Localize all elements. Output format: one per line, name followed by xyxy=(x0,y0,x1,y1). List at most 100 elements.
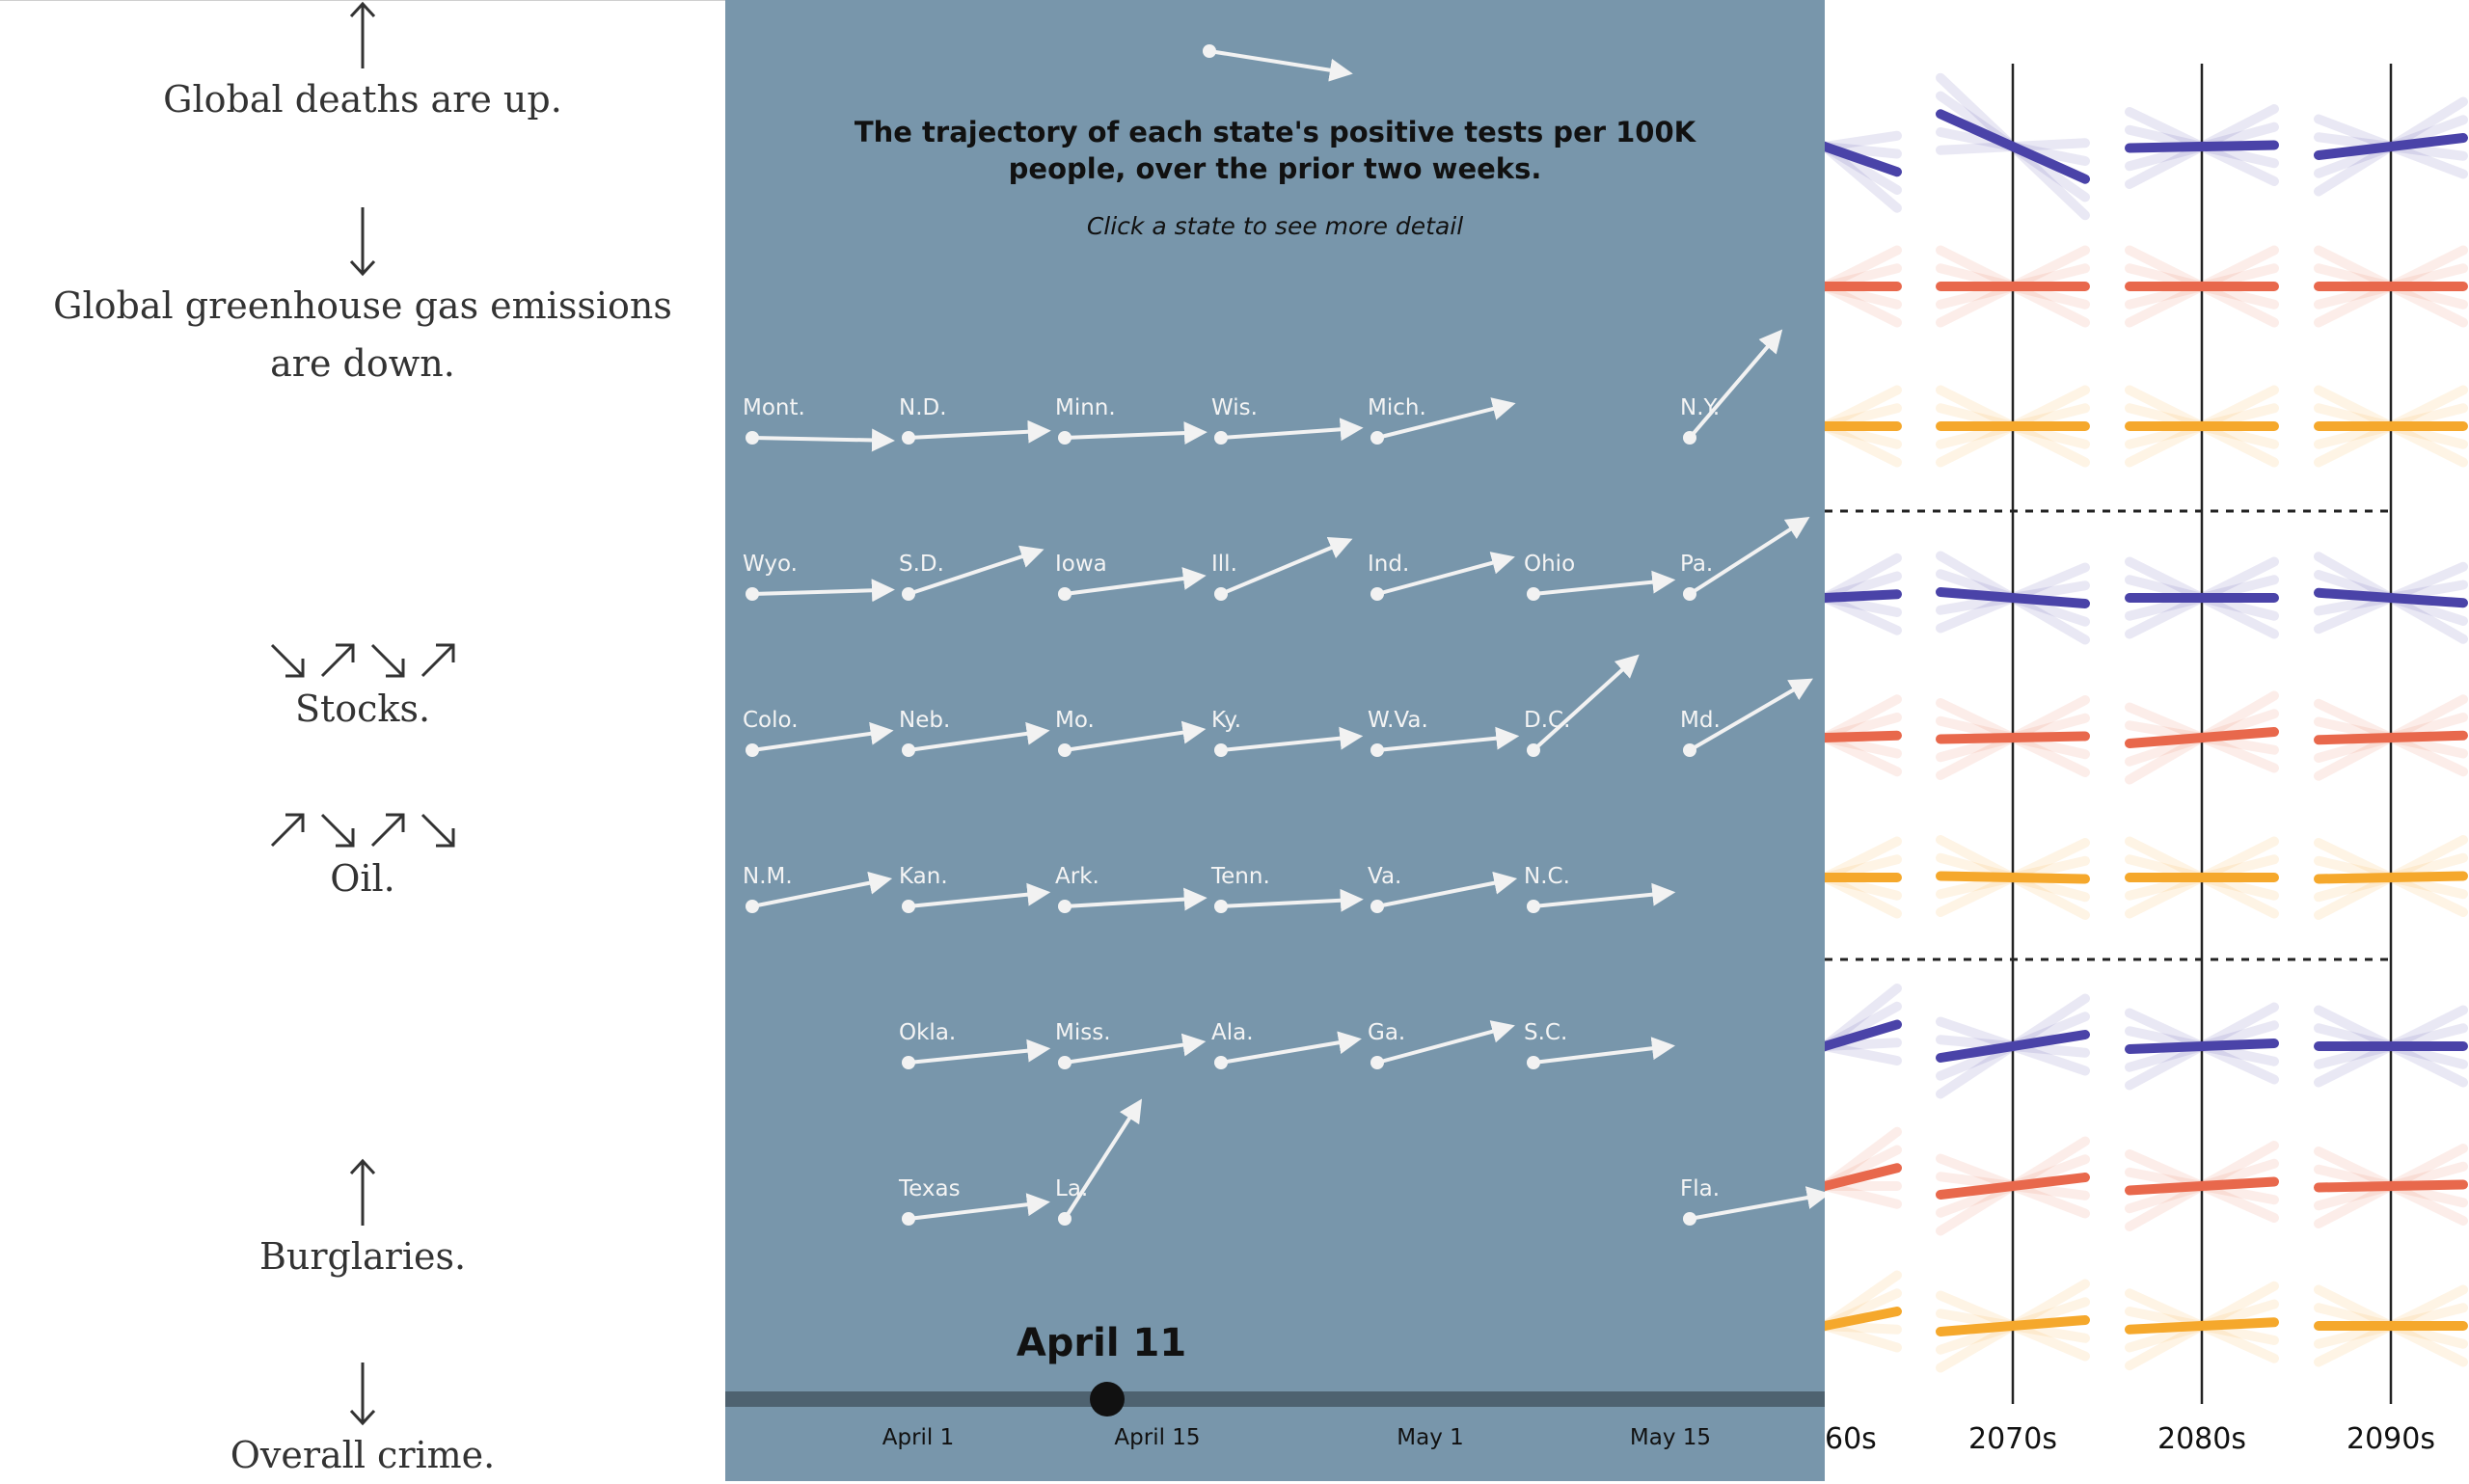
state-label: Ark. xyxy=(1055,864,1099,889)
state-label: S.D. xyxy=(899,552,944,577)
state-trajectory-arrow xyxy=(1376,1020,1515,1065)
climate-decades-panel: 60s 2070s 2080s 2090s xyxy=(1825,0,2469,1481)
state-arrow[interactable]: N.D. xyxy=(899,395,1051,445)
state-arrow[interactable]: Tenn. xyxy=(1210,864,1364,913)
trend-line xyxy=(1936,109,2090,184)
faint-trend-line xyxy=(1825,385,1902,432)
state-arrow[interactable]: Miss. xyxy=(1055,1020,1207,1069)
state-label: N.M. xyxy=(743,864,793,889)
faint-trend-line xyxy=(1825,1288,1902,1332)
up-right-arrow-icon xyxy=(320,643,355,678)
state-arrow[interactable]: Texas xyxy=(898,1176,1050,1226)
state-arrow[interactable]: Ga. xyxy=(1368,1020,1515,1069)
state-arrow[interactable]: Wyo. xyxy=(743,552,895,603)
state-arrow[interactable]: Ohio xyxy=(1524,552,1676,601)
state-arrow[interactable]: Minn. xyxy=(1055,395,1207,445)
timeline-tick-label: April 15 xyxy=(1114,1425,1201,1450)
oil-text: Oil. xyxy=(330,857,395,900)
timeline-track[interactable] xyxy=(725,1391,1825,1407)
faint-trend-line xyxy=(1825,1001,1902,1052)
state-label: Mont. xyxy=(743,395,805,420)
state-arrow[interactable]: N.C. xyxy=(1524,864,1676,913)
timeline-slider-handle[interactable] xyxy=(1090,1382,1125,1417)
state-label: N.C. xyxy=(1524,864,1570,889)
trend-line xyxy=(2125,140,2279,153)
up-right-arrow-icon xyxy=(421,643,455,678)
faint-trend-line xyxy=(1825,1320,1902,1335)
faint-trend-line xyxy=(1825,420,1902,449)
state-arrow[interactable]: Va. xyxy=(1368,864,1518,913)
state-arrow[interactable]: Kan. xyxy=(899,864,1051,913)
state-arrow[interactable]: Md. xyxy=(1680,678,1813,757)
state-arrow[interactable]: Wis. xyxy=(1211,395,1364,445)
decade-label: 2080s xyxy=(2157,1422,2246,1456)
state-arrow[interactable]: S.D. xyxy=(899,545,1045,601)
state-arrow[interactable]: Pa. xyxy=(1680,516,1810,601)
state-trajectory-arrow xyxy=(1533,570,1676,596)
faint-trend-line xyxy=(1825,263,1902,292)
state-arrow[interactable]: Neb. xyxy=(899,708,1050,757)
state-label: Kan. xyxy=(899,864,948,889)
oil-arrow-row xyxy=(0,811,725,850)
state-arrow[interactable]: W.Va. xyxy=(1368,708,1520,757)
faint-trend-line xyxy=(1825,872,1902,919)
state-trajectory-arrow xyxy=(1376,552,1515,596)
state-label: Minn. xyxy=(1055,395,1116,420)
down-arrow-icon xyxy=(349,1363,376,1426)
trend-line xyxy=(2314,871,2468,884)
state-arrow[interactable]: Ark. xyxy=(1055,864,1207,913)
down-arrow-icon xyxy=(349,207,376,277)
state-arrow[interactable]: Ill. xyxy=(1211,536,1353,601)
trend-line xyxy=(1825,589,1902,604)
state-trajectory-arrow xyxy=(908,1193,1050,1221)
state-label: Iowa xyxy=(1055,552,1107,577)
state-label: Miss. xyxy=(1055,1020,1111,1045)
state-trajectory-arrow xyxy=(1689,1186,1825,1221)
down-right-arrow-icon xyxy=(270,643,305,678)
state-arrow[interactable]: Colo. xyxy=(743,708,894,757)
state-trajectory-arrow xyxy=(1532,654,1640,752)
faint-trend-line xyxy=(1825,141,1902,195)
state-arrow[interactable]: D.C. xyxy=(1524,654,1640,757)
decade-slope-chart: 60s 2070s 2080s 2090s xyxy=(1825,64,2468,1456)
burglaries-item: Burglaries. xyxy=(0,1158,725,1285)
state-trajectory-arrow xyxy=(1376,726,1520,752)
faint-trend-line xyxy=(1825,694,1902,743)
timeline-tick-label: May 15 xyxy=(1629,1425,1712,1450)
state-trajectory-arrow xyxy=(1220,536,1353,596)
state-arrow[interactable]: Mont. xyxy=(743,395,895,452)
state-arrow[interactable]: N.Y. xyxy=(1680,329,1783,445)
state-arrow[interactable]: Mo. xyxy=(1055,708,1207,757)
trend-line xyxy=(1825,1163,1902,1192)
state-trajectory-arrow xyxy=(751,428,895,452)
up-right-arrow-icon xyxy=(270,813,305,848)
state-trajectory-arrow xyxy=(908,419,1051,444)
state-trajectory-arrow xyxy=(1220,726,1364,752)
state-arrow[interactable]: La. xyxy=(1055,1098,1143,1226)
state-arrow[interactable]: Fla. xyxy=(1680,1176,1825,1226)
up-right-arrow-icon xyxy=(370,813,405,848)
trend-line xyxy=(1936,1315,2090,1336)
state-arrow[interactable]: Mich. xyxy=(1368,395,1516,445)
state-trajectory-arrow xyxy=(1533,882,1676,908)
state-label: Fla. xyxy=(1680,1176,1720,1201)
chart-title-line-1: The trajectory of each state's positive … xyxy=(854,116,1696,148)
oil-item: Oil. xyxy=(0,811,725,907)
state-arrow[interactable]: Iowa xyxy=(1055,552,1207,601)
decade-label: 60s xyxy=(1825,1422,1877,1456)
current-date-label: April 11 xyxy=(1016,1321,1187,1365)
trend-line xyxy=(1825,1019,1902,1052)
faint-trend-line xyxy=(1825,140,1902,213)
state-arrow[interactable]: Ind. xyxy=(1368,552,1515,601)
state-arrow[interactable]: Ky. xyxy=(1211,708,1364,757)
faint-trend-line xyxy=(1825,1040,1902,1066)
state-arrow[interactable]: Ala. xyxy=(1211,1020,1362,1069)
state-trajectory-arrow xyxy=(1064,720,1207,752)
state-arrow[interactable]: Okla. xyxy=(899,1020,1051,1069)
state-arrow[interactable]: S.C. xyxy=(1524,1020,1675,1069)
trend-line xyxy=(1825,141,1902,177)
state-arrow[interactable]: N.M. xyxy=(743,864,893,913)
state-trajectory-arrow xyxy=(1220,418,1364,442)
trend-line xyxy=(1936,587,2090,608)
state-trajectory-arrow xyxy=(751,721,894,752)
